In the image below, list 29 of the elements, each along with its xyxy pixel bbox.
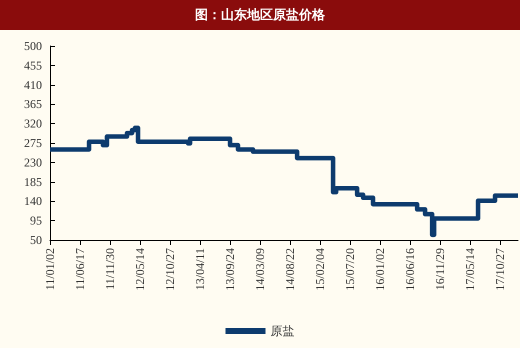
- y-tick-label: 320: [24, 116, 42, 131]
- chart-title: 图：山东地区原盐价格: [0, 0, 520, 30]
- legend-label: 原盐: [270, 324, 294, 338]
- x-tick-label: 16/01/02: [373, 248, 388, 291]
- x-tick-label: 13/04/11: [193, 248, 208, 290]
- x-tick-label: 12/10/27: [163, 248, 178, 291]
- y-tick-label: 275: [24, 136, 42, 150]
- y-tick-label: 365: [24, 97, 42, 112]
- x-tick-label: 11/01/02: [43, 248, 57, 290]
- x-tick-label: 16/06/16: [403, 248, 418, 291]
- x-tick-label: 17/10/27: [493, 248, 508, 291]
- x-tick-label: 12/05/14: [133, 248, 148, 291]
- x-tick-label: 11/06/17: [73, 248, 88, 290]
- y-tick-label: 185: [24, 174, 42, 189]
- y-tick-label: 230: [24, 155, 42, 170]
- x-tick-label: 14/08/22: [283, 248, 298, 291]
- x-tick-label: 13/09/24: [223, 248, 238, 291]
- y-tick-label: 500: [24, 39, 42, 53]
- x-tick-label: 15/02/04: [313, 248, 328, 291]
- x-tick-label: 16/11/29: [433, 248, 448, 290]
- x-tick-label: 17/05/14: [463, 248, 478, 291]
- y-tick-label: 410: [24, 78, 42, 92]
- x-tick-label: 14/03/09: [253, 248, 268, 291]
- x-tick-label: 11/11/30: [103, 248, 118, 290]
- y-tick-label: 95: [30, 214, 42, 228]
- y-tick-label: 455: [24, 58, 42, 72]
- y-tick-label: 140: [24, 194, 42, 208]
- x-tick-label: 15/07/20: [343, 248, 358, 291]
- y-tick-label: 50: [30, 233, 42, 247]
